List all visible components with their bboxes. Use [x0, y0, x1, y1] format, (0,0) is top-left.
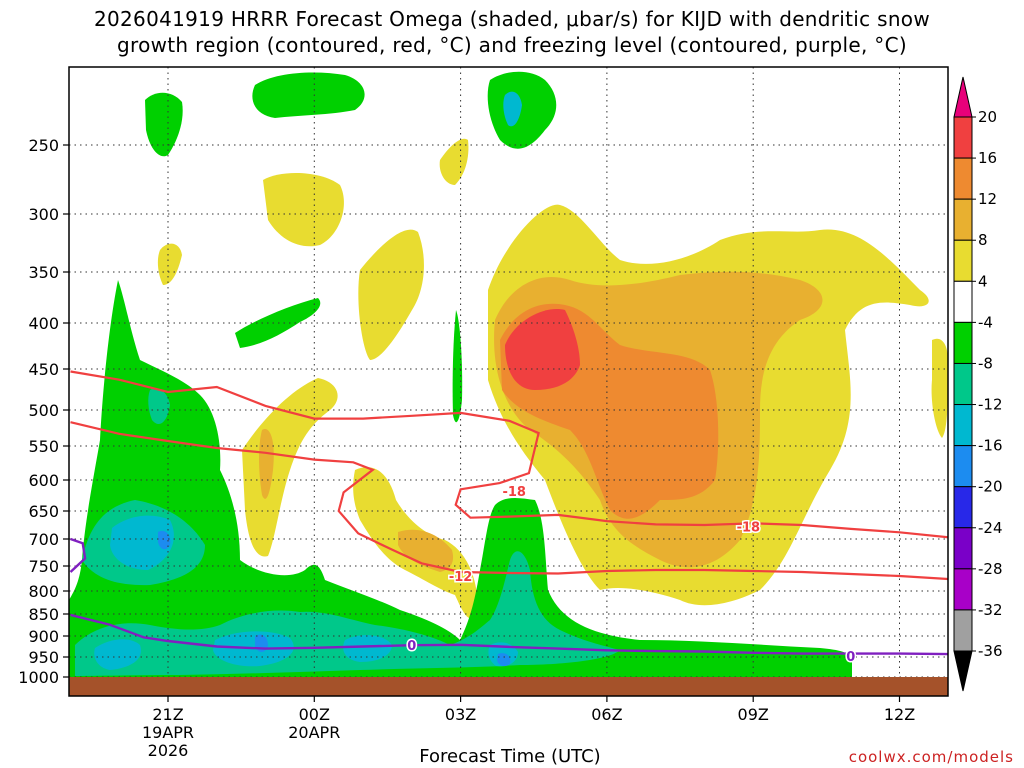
x-tick-sublabel: 2026 — [148, 741, 189, 760]
y-tick-label: 450 — [28, 360, 59, 379]
y-tick-label: 950 — [28, 648, 59, 667]
y-tick-label: 800 — [28, 582, 59, 601]
y-tick-label: 300 — [28, 205, 59, 224]
x-tick-label: 00Z — [299, 705, 330, 724]
colorbar-bin — [953, 568, 973, 611]
y-tick-label: 550 — [28, 437, 59, 456]
title-line-2: growth region (contoured, red, °C) and f… — [117, 33, 907, 57]
fill-blue-low-b — [497, 653, 511, 667]
ground-surface — [69, 677, 948, 696]
y-tick-label: 650 — [28, 502, 59, 521]
colorbar-label: -28 — [978, 560, 1003, 578]
y-tick-label: 700 — [28, 530, 59, 549]
fill-cyan-a — [110, 515, 174, 570]
colorbar-label: -20 — [978, 478, 1003, 496]
omega-field — [69, 71, 948, 677]
colorbar-label: -8 — [978, 354, 993, 372]
colorbar-bin — [953, 280, 973, 323]
fill-yellow-b — [358, 229, 424, 360]
y-tick-label: 500 — [28, 401, 59, 420]
contour-label-minus18-a: -18 — [502, 485, 526, 500]
chart-title: 2026041919 HRRR Forecast Omega (shaded, … — [0, 6, 1024, 58]
fill-yellow-g — [931, 338, 948, 438]
plot-frame — [68, 66, 949, 697]
colorbar-bin — [953, 445, 973, 488]
fill-yellow-d — [157, 243, 182, 285]
contour-label-minus12: -12 — [449, 570, 473, 585]
y-tick-label: 850 — [28, 605, 59, 624]
fill-orange-f — [398, 529, 454, 572]
colorbar-label: -32 — [978, 601, 1003, 619]
dgz-contour-minus18 — [70, 370, 948, 539]
y-tick-label: 350 — [28, 263, 59, 282]
fill-green-b — [252, 72, 365, 118]
fill-green-big — [69, 280, 852, 677]
fill-cyan-c — [503, 91, 522, 127]
colorbar-bin — [953, 116, 973, 159]
x-tick-label: 06Z — [591, 705, 622, 724]
title-line-1: 2026041919 HRRR Forecast Omega (shaded, … — [93, 7, 930, 31]
colorbar-top-arrow — [953, 76, 973, 118]
x-tick-sublabel: 19APR — [142, 723, 194, 742]
dgz-contour-minus12 — [70, 421, 948, 581]
grid-lines — [69, 67, 948, 678]
fill-yellow-a — [263, 173, 344, 247]
source-credit[interactable]: coolwx.com/models — [848, 748, 1014, 766]
colorbar-bin — [953, 362, 973, 406]
colorbar-bin — [953, 157, 973, 200]
x-tick-label: 03Z — [445, 705, 476, 724]
colorbar-bin — [953, 198, 973, 241]
fill-green-c — [487, 71, 557, 149]
y-tick-label: 600 — [28, 471, 59, 490]
fill-yellow-e — [242, 378, 338, 557]
x-tick-sublabel: 20APR — [288, 723, 340, 742]
fill-green-a — [145, 92, 183, 157]
fill-green-d — [235, 298, 321, 348]
colorbar-bin — [953, 404, 973, 447]
y-tick-label: 400 — [28, 314, 59, 333]
contours: -12 -18 -18 0 0 — [69, 370, 948, 667]
colorbar-label: 4 — [978, 272, 988, 290]
colorbar-bin — [953, 527, 973, 570]
colorbar-label: 12 — [978, 190, 997, 208]
colorbar: 20 16 12 8 4 -4 -8 -12 -16 -20 -24 -28 -32 -36 — [953, 76, 1003, 692]
colorbar-label: 20 — [978, 108, 997, 126]
x-tick-label: 12Z — [884, 705, 915, 724]
colorbar-label: 8 — [978, 231, 988, 249]
freezing-level-edge — [69, 537, 87, 573]
x-axis-label: Forecast Time (UTC) — [419, 746, 601, 767]
y-tick-label: 750 — [28, 557, 59, 576]
fill-cyan-low-c — [343, 635, 392, 662]
y-tick-label: 1000 — [18, 668, 59, 687]
x-tick-label: 09Z — [738, 705, 769, 724]
contour-label-zero-b: 0 — [846, 650, 855, 665]
colorbar-label: -12 — [978, 396, 1003, 414]
contour-label-minus18-b: -18 — [737, 521, 761, 536]
colorbar-label: -36 — [978, 642, 1003, 660]
colorbar-label: -4 — [978, 313, 993, 331]
fill-teal-b — [148, 388, 170, 425]
colorbar-bin — [953, 321, 973, 364]
fill-cyan-low-a — [94, 639, 141, 670]
y-axis: 250 300 350 400 450 500 550 600 650 700 750 800 850 9… — [18, 136, 69, 687]
fill-green-e — [452, 310, 463, 423]
colorbar-label: -16 — [978, 437, 1003, 455]
contour-label-zero-a: 0 — [407, 639, 416, 654]
fill-blue-a — [158, 530, 171, 550]
colorbar-bottom-arrow — [953, 650, 973, 692]
freezing-level-line — [70, 613, 948, 656]
y-tick-label: 250 — [28, 136, 59, 155]
y-tick-label: 900 — [28, 627, 59, 646]
colorbar-bin — [953, 239, 973, 282]
x-tick-label: 21Z — [152, 705, 183, 724]
fill-yellow-c — [439, 138, 469, 185]
colorbar-bin — [953, 609, 973, 652]
colorbar-label: -24 — [978, 519, 1003, 537]
fill-red-16 — [505, 309, 580, 390]
colorbar-label: 16 — [978, 149, 997, 167]
colorbar-bin — [953, 486, 973, 529]
